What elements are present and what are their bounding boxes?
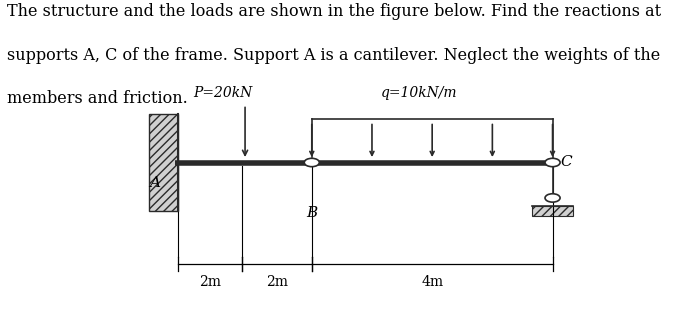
Circle shape (304, 158, 319, 167)
Text: q=10kN/m: q=10kN/m (381, 86, 457, 100)
Text: B: B (306, 206, 317, 220)
Text: C: C (560, 155, 572, 170)
Text: supports A, C of the frame. Support A is a cantilever. Neglect the weights of th: supports A, C of the frame. Support A is… (7, 46, 660, 63)
Polygon shape (532, 206, 573, 216)
Text: 2m: 2m (199, 275, 221, 289)
Text: A: A (150, 176, 160, 190)
Text: 2m: 2m (266, 275, 288, 289)
Circle shape (545, 158, 560, 167)
Text: The structure and the loads are shown in the figure below. Find the reactions at: The structure and the loads are shown in… (7, 3, 662, 20)
Polygon shape (149, 114, 178, 211)
Circle shape (545, 194, 560, 202)
Text: 4m: 4m (421, 275, 443, 289)
Text: members and friction.: members and friction. (7, 90, 188, 107)
Text: P=20kN: P=20kN (193, 86, 252, 100)
